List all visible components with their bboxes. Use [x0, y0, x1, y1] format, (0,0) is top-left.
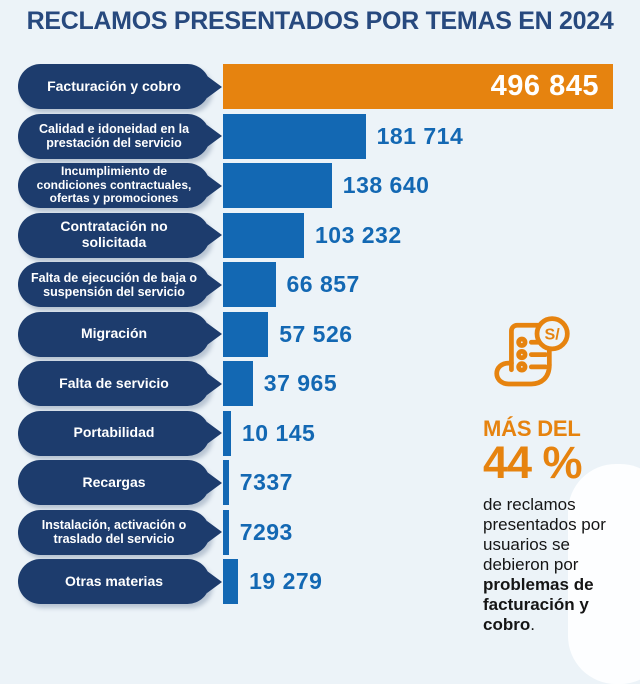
currency-badge-text: S/	[545, 325, 561, 343]
chart-row: Falta de ejecución de baja o suspensión d…	[18, 262, 640, 307]
bar-track: 103 232	[223, 212, 640, 258]
category-pill: Recargas	[18, 460, 210, 505]
value-label-inside: 496 845	[490, 70, 599, 102]
stat-headline-small: MÁS DEL	[483, 416, 581, 441]
bar	[223, 361, 253, 406]
bar-track: 7293	[223, 509, 640, 555]
bar-track: 7337	[223, 460, 640, 505]
category-label: Instalación, activación o traslado del se…	[41, 518, 187, 546]
bar	[223, 509, 229, 555]
chart-title: RECLAMOS PRESENTADOS POR TEMAS EN 2024	[26, 7, 614, 35]
category-label: Calidad e idoneidad en la prestación del …	[38, 122, 190, 150]
chart-row: Falta de servicio 37 965	[18, 361, 640, 406]
category-pill: Facturación y cobro	[18, 64, 210, 109]
category-label: Otras materias	[64, 572, 164, 589]
category-pill: Instalación, activación o traslado del se…	[18, 509, 210, 555]
stat-caption-regular: de reclamos presentados por usuarios se …	[483, 494, 606, 574]
chart-row: Incumplimiento de condiciones contractual…	[18, 163, 640, 208]
chart-row: Otras materias 19 279	[18, 559, 640, 604]
bar-chart: Facturación y cobro 496 845 Calidad e id…	[18, 64, 640, 604]
value-label: 103 232	[315, 221, 402, 248]
bar	[223, 163, 332, 208]
category-pill: Contratación no solicitada	[18, 212, 210, 258]
chart-row: Facturación y cobro 496 845	[18, 64, 640, 109]
bullet-icon	[516, 361, 528, 373]
value-label: 37 965	[263, 370, 338, 396]
category-pill: Falta de servicio	[18, 361, 210, 406]
stat-caption-period: .	[530, 615, 535, 635]
currency-badge-circle	[534, 316, 570, 352]
chart-row: Recargas 7337	[18, 460, 640, 505]
category-label: Contratación no solicitada	[60, 218, 168, 250]
chart-row: Calidad e idoneidad en la prestación del …	[18, 113, 640, 159]
value-label: 19 279	[249, 568, 323, 594]
bar	[223, 262, 276, 307]
bar-track: 10 145	[223, 410, 640, 456]
chart-row: Contratación no solicitada 103 232	[18, 212, 640, 258]
value-label: 66 857	[286, 271, 360, 297]
bar-track: 66 857	[223, 262, 640, 307]
bar	[223, 311, 269, 357]
category-label: Falta de ejecución de baja o suspensión d…	[30, 270, 198, 299]
bar-track: 37 965	[223, 361, 640, 406]
category-pill: Calidad e idoneidad en la prestación del …	[18, 113, 210, 159]
category-pill: Incumplimiento de condiciones contractual…	[18, 163, 210, 208]
category-label: Incumplimiento de condiciones contractual…	[36, 164, 192, 206]
value-label: 10 145	[242, 419, 316, 446]
category-pill: Migración	[18, 311, 210, 357]
bullet-icon	[516, 348, 528, 361]
receipt-curl	[494, 360, 552, 387]
bar	[223, 410, 231, 456]
value-label: 7337	[239, 469, 293, 495]
bullet-icon	[516, 336, 528, 348]
value-label: 57 526	[279, 320, 353, 347]
bar	[223, 460, 229, 505]
bar-track: 19 279	[223, 559, 640, 604]
category-label: Facturación y cobro	[47, 77, 181, 94]
category-pill: Otras materias	[18, 559, 210, 604]
chart-row: Instalación, activación o traslado del se…	[18, 509, 640, 555]
category-label: Falta de servicio	[59, 374, 169, 391]
bar	[223, 113, 366, 159]
stat-headline-big: 44 %	[483, 437, 583, 488]
bar	[223, 212, 304, 258]
category-label: Migración	[80, 325, 148, 342]
category-label: Portabilidad	[73, 424, 155, 441]
bar-track: 138 640	[223, 163, 640, 208]
bar-track: 496 845	[223, 64, 640, 109]
stat-caption-bold: problemas de facturación y cobro	[483, 574, 594, 635]
chart-row: Migración 57 526	[18, 311, 640, 357]
value-label: 181 714	[376, 122, 464, 149]
highlight-stat-panel: S/ MÁS DEL 44 % de reclamos presentados …	[483, 310, 628, 635]
value-label: 138 640	[342, 172, 430, 198]
category-pill: Falta de ejecución de baja o suspensión d…	[18, 262, 210, 307]
stat-caption: de reclamos presentados por usuarios se …	[483, 495, 628, 635]
category-pill: Portabilidad	[18, 410, 210, 456]
bar-track: 57 526	[223, 311, 640, 357]
receipt-invoice-icon: S/	[494, 316, 570, 387]
value-label: 7293	[239, 518, 293, 545]
chart-row: Portabilidad 10 145	[18, 410, 640, 456]
bar: 496 845	[223, 64, 613, 109]
bar	[223, 559, 239, 604]
category-label: Recargas	[82, 473, 146, 490]
bar-track: 181 714	[223, 113, 640, 159]
